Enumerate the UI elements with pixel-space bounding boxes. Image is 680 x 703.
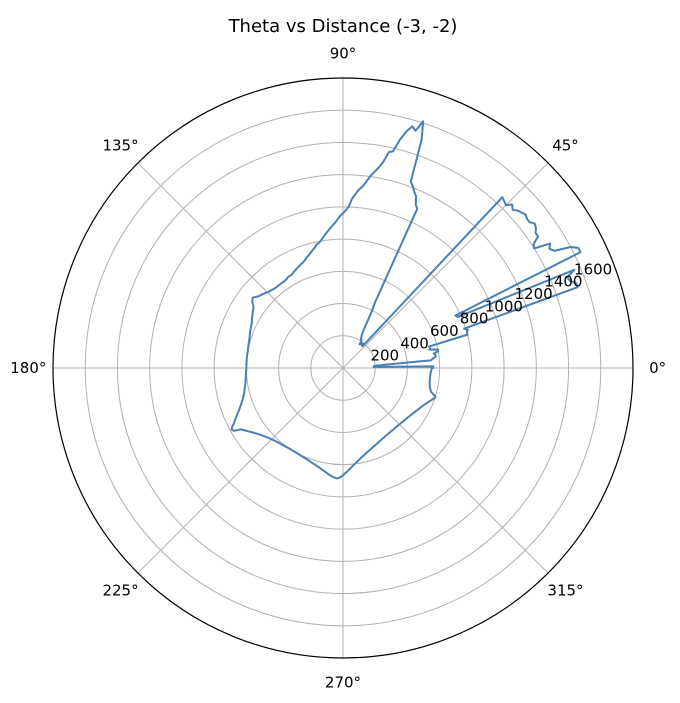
theta-tick-label-3: 135° [102, 137, 138, 155]
theta-tick-label-6: 270° [325, 674, 361, 692]
r-tick-label-5: 1200 [515, 285, 553, 303]
r-gridline-1 [278, 303, 408, 433]
theta-tick-label-5: 225° [102, 581, 138, 599]
r-gridline-3 [213, 238, 473, 498]
r-tick-label-2: 600 [430, 322, 459, 340]
tick-labels: 0° 45° 90° 135° 180° 225° 270° 315° 200400600800… [10, 44, 666, 691]
polar-outer-frame [52, 77, 634, 659]
theta-gridline-5 [137, 367, 344, 574]
r-tick-label-0: 200 [370, 347, 399, 365]
theta-gridline-3 [137, 162, 344, 369]
r-gridline-7 [84, 109, 602, 627]
polar-frame [52, 77, 634, 659]
theta-tick-label-0: 0° [649, 359, 666, 377]
r-tick-label-3: 800 [460, 310, 489, 328]
theta-tick-label-7: 315° [547, 581, 583, 599]
r-gridline-0 [310, 335, 376, 401]
r-gridline-4 [181, 206, 505, 530]
r-tick-label-6: 1400 [544, 273, 582, 291]
chart-title: Theta vs Distance (-3, -2) [228, 16, 458, 37]
r-tick-label-1: 400 [400, 334, 429, 352]
theta-gridline-1 [342, 162, 549, 369]
polar-grid [53, 78, 633, 658]
series-layer [230, 120, 582, 480]
theta-gridline-7 [342, 367, 549, 574]
r-gridline-5 [149, 174, 537, 562]
theta-tick-label-2: 90° [330, 44, 357, 62]
r-gridline-6 [116, 141, 570, 595]
r-tick-label-4: 1000 [485, 297, 523, 315]
series-line-0 [230, 120, 582, 480]
r-tick-label-7: 1600 [574, 260, 612, 278]
theta-tick-label-1: 45° [552, 137, 579, 155]
theta-tick-label-4: 180° [10, 359, 46, 377]
